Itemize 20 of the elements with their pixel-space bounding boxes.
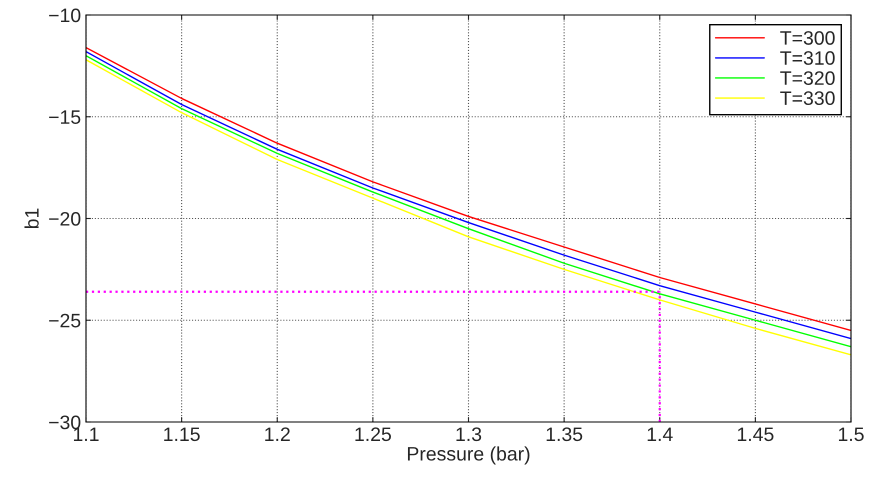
y-axis-title: b1: [24, 208, 39, 228]
y-tick-label: −20: [49, 212, 80, 226]
x-axis-title: Pressure (bar): [408, 446, 530, 464]
y-tick-label: −15: [49, 110, 80, 124]
x-tick-label: 1.4: [648, 428, 673, 441]
x-tick-label: 1.2: [265, 427, 290, 441]
x-tick-label: 1.1: [74, 428, 99, 441]
y-tick-label: −30: [49, 415, 80, 430]
legend-label: T=300: [780, 31, 835, 45]
legend-label: T=320: [780, 71, 835, 85]
y-tick-label: −25: [49, 314, 80, 328]
legend-label: T=310: [780, 51, 835, 65]
y-tick-label: −10: [49, 8, 80, 22]
x-tick-label: 1.5: [838, 428, 864, 442]
x-tick-label: 1.15: [164, 428, 200, 442]
x-tick-label: 1.45: [738, 428, 774, 442]
x-tick-label: 1.25: [355, 427, 391, 442]
legend-label: T=330: [780, 91, 835, 106]
x-tick-label: 1.35: [546, 427, 582, 442]
x-tick-label: 1.3: [456, 427, 482, 442]
